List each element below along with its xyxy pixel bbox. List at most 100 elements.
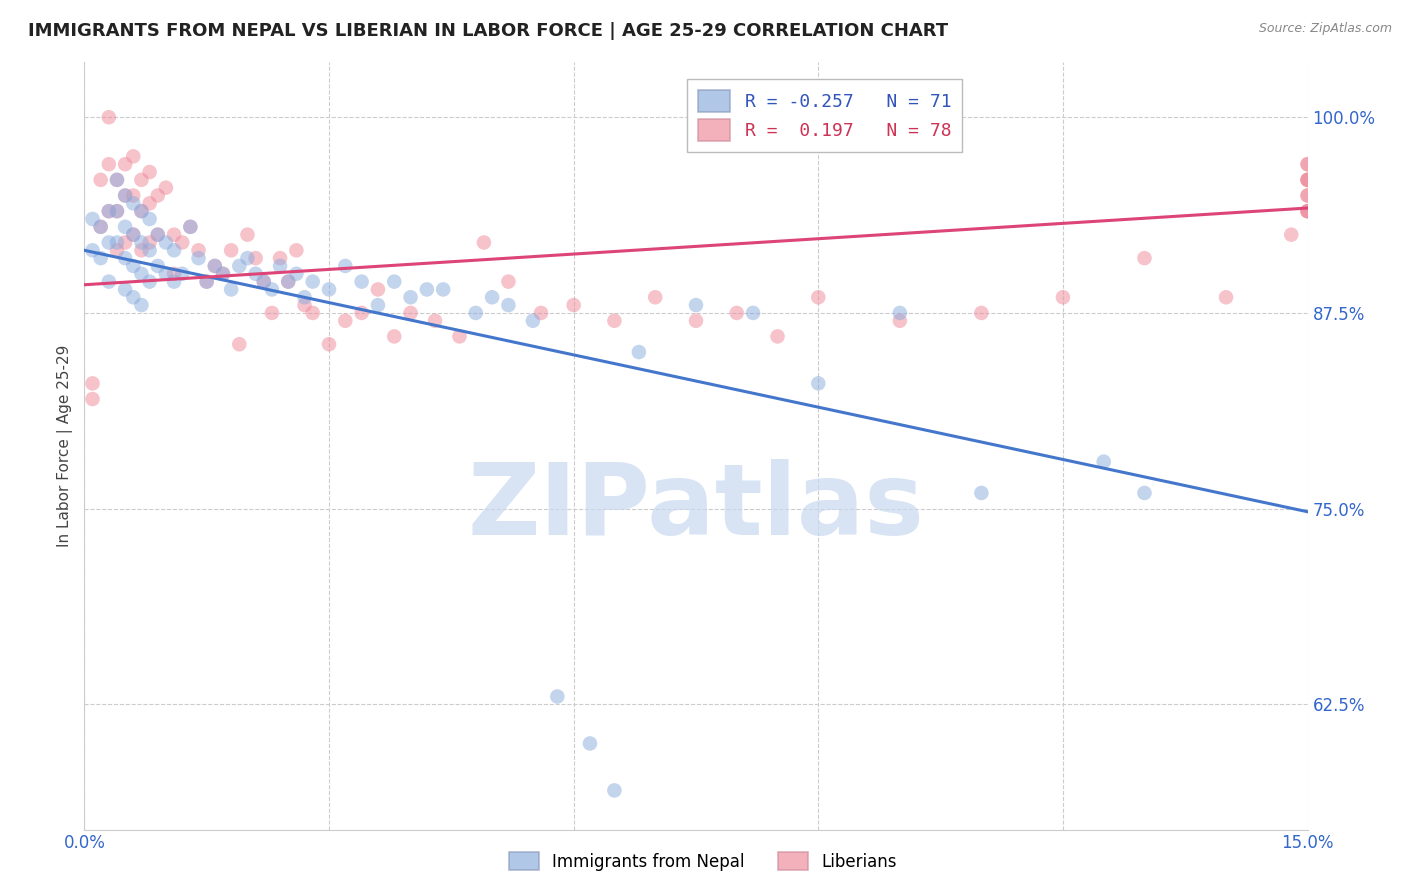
Point — [1279, 227, 1302, 242]
Point — [350, 275, 373, 289]
Point — [498, 298, 520, 312]
Text: ZIPatlas: ZIPatlas — [468, 458, 924, 556]
Point — [603, 783, 626, 797]
Point — [807, 290, 830, 304]
Point — [155, 235, 177, 250]
Point — [382, 275, 405, 289]
Point — [163, 275, 186, 289]
Point — [889, 314, 911, 328]
Point — [889, 306, 911, 320]
Point — [114, 251, 136, 265]
Point — [301, 306, 323, 320]
Point — [131, 204, 153, 219]
Point — [367, 282, 389, 296]
Point — [146, 227, 169, 242]
Point — [807, 376, 830, 391]
Point — [464, 306, 486, 320]
Point — [1092, 455, 1115, 469]
Point — [187, 251, 209, 265]
Point — [318, 337, 340, 351]
Point — [449, 329, 471, 343]
Point — [105, 173, 128, 187]
Text: Source: ZipAtlas.com: Source: ZipAtlas.com — [1258, 22, 1392, 36]
Point — [90, 219, 112, 234]
Point — [90, 219, 112, 234]
Point — [131, 235, 153, 250]
Point — [131, 173, 153, 187]
Point — [146, 227, 169, 242]
Point — [114, 219, 136, 234]
Point — [260, 282, 283, 296]
Point — [498, 275, 520, 289]
Point — [122, 290, 145, 304]
Point — [138, 165, 160, 179]
Point — [163, 227, 186, 242]
Point — [155, 267, 177, 281]
Point — [1296, 204, 1319, 219]
Point — [138, 235, 160, 250]
Point — [82, 376, 104, 391]
Point — [627, 345, 650, 359]
Point — [285, 267, 308, 281]
Point — [228, 337, 250, 351]
Point — [1296, 188, 1319, 202]
Point — [970, 486, 993, 500]
Point — [269, 259, 291, 273]
Text: IMMIGRANTS FROM NEPAL VS LIBERIAN IN LABOR FORCE | AGE 25-29 CORRELATION CHART: IMMIGRANTS FROM NEPAL VS LIBERIAN IN LAB… — [28, 22, 948, 40]
Point — [90, 251, 112, 265]
Point — [82, 392, 104, 406]
Point — [114, 188, 136, 202]
Point — [122, 149, 145, 163]
Point — [236, 251, 259, 265]
Point — [562, 298, 585, 312]
Point — [382, 329, 405, 343]
Point — [399, 290, 422, 304]
Point — [294, 298, 316, 312]
Point — [644, 290, 666, 304]
Point — [260, 306, 283, 320]
Point — [423, 314, 446, 328]
Point — [114, 157, 136, 171]
Point — [155, 180, 177, 194]
Point — [195, 275, 218, 289]
Point — [105, 235, 128, 250]
Point — [228, 259, 250, 273]
Point — [187, 244, 209, 258]
Point — [1296, 204, 1319, 219]
Point — [114, 282, 136, 296]
Point — [122, 259, 145, 273]
Point — [219, 282, 242, 296]
Point — [1296, 157, 1319, 171]
Point — [204, 259, 226, 273]
Point — [269, 251, 291, 265]
Point — [294, 290, 316, 304]
Point — [603, 314, 626, 328]
Point — [472, 235, 495, 250]
Point — [146, 259, 169, 273]
Point — [766, 329, 789, 343]
Point — [335, 314, 357, 328]
Point — [522, 314, 544, 328]
Point — [172, 235, 194, 250]
Point — [114, 235, 136, 250]
Point — [1296, 188, 1319, 202]
Point — [245, 267, 267, 281]
Point — [253, 275, 276, 289]
Point — [163, 267, 186, 281]
Point — [1296, 157, 1319, 171]
Point — [97, 204, 120, 219]
Legend: Immigrants from Nepal, Liberians: Immigrants from Nepal, Liberians — [501, 844, 905, 880]
Point — [253, 275, 276, 289]
Point — [131, 204, 153, 219]
Point — [579, 736, 602, 750]
Point — [179, 219, 201, 234]
Point — [725, 306, 748, 320]
Point — [131, 244, 153, 258]
Point — [131, 267, 153, 281]
Point — [970, 306, 993, 320]
Point — [742, 306, 765, 320]
Point — [97, 157, 120, 171]
Point — [1296, 173, 1319, 187]
Point — [318, 282, 340, 296]
Point — [277, 275, 299, 289]
